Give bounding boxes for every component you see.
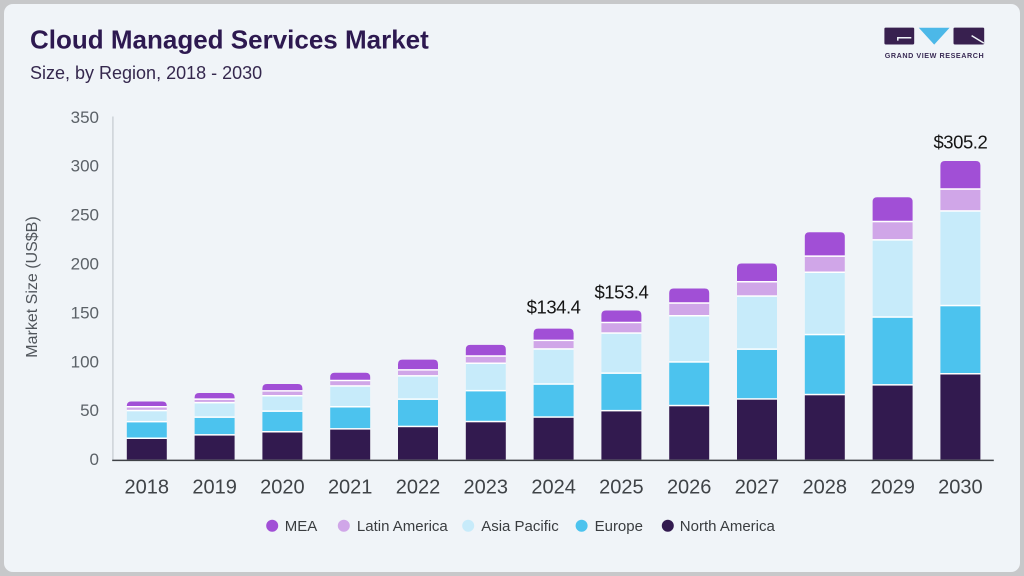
svg-text:250: 250 [71, 206, 99, 225]
svg-text:200: 200 [71, 255, 99, 274]
svg-text:North America: North America [680, 518, 776, 535]
svg-text:Cloud Managed Services Market: Cloud Managed Services Market [30, 25, 429, 55]
svg-text:Latin America: Latin America [357, 518, 449, 535]
svg-text:Size, by Region, 2018 - 2030: Size, by Region, 2018 - 2030 [30, 63, 262, 83]
svg-text:300: 300 [71, 157, 99, 176]
svg-text:2026: 2026 [667, 477, 712, 499]
svg-text:2027: 2027 [735, 477, 780, 499]
svg-text:2018: 2018 [125, 477, 170, 499]
svg-text:2020: 2020 [260, 477, 305, 499]
svg-text:2019: 2019 [192, 477, 237, 499]
svg-text:350: 350 [71, 108, 99, 127]
svg-text:$153.4: $153.4 [594, 281, 648, 302]
svg-text:150: 150 [71, 303, 99, 322]
svg-text:50: 50 [80, 401, 99, 420]
svg-text:2021: 2021 [328, 477, 373, 499]
svg-text:0: 0 [90, 450, 99, 469]
svg-text:GRAND VIEW RESEARCH: GRAND VIEW RESEARCH [885, 51, 985, 60]
svg-text:2024: 2024 [531, 477, 576, 499]
svg-text:2028: 2028 [803, 477, 848, 499]
svg-text:$134.4: $134.4 [527, 297, 581, 318]
svg-text:Market Size (US$B): Market Size (US$B) [24, 216, 41, 357]
svg-text:100: 100 [71, 352, 99, 371]
svg-text:2023: 2023 [464, 477, 509, 499]
svg-text:2022: 2022 [396, 477, 441, 499]
svg-text:2025: 2025 [599, 477, 644, 499]
svg-text:MEA: MEA [285, 518, 318, 535]
svg-text:$305.2: $305.2 [933, 132, 987, 153]
svg-text:2029: 2029 [870, 477, 915, 499]
svg-text:2030: 2030 [938, 477, 983, 499]
svg-text:Asia Pacific: Asia Pacific [481, 518, 559, 535]
svg-text:Europe: Europe [595, 518, 643, 535]
